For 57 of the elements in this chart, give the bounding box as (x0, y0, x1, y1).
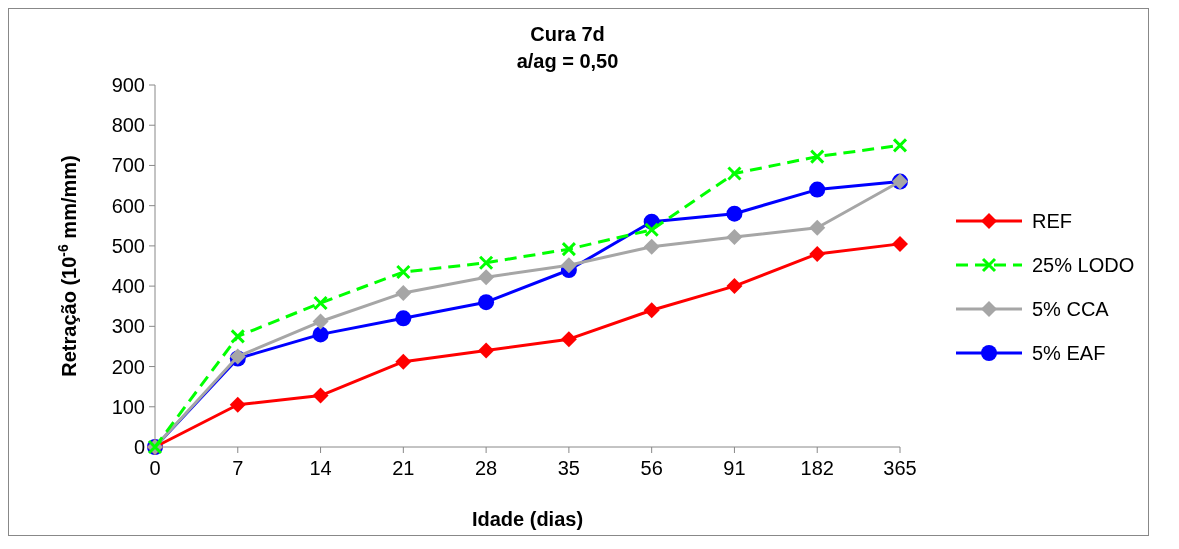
x-tick-label: 35 (557, 457, 581, 479)
y-tick-label: 500 (111, 234, 145, 257)
y-tick-label: 300 (111, 315, 145, 338)
y-tick-label: 0 (133, 436, 145, 458)
x-tick-label: 14 (309, 457, 332, 479)
y-tick-label: 400 (111, 275, 145, 298)
x-tick-label: 182 (800, 457, 834, 479)
point (312, 387, 329, 404)
point (809, 149, 825, 165)
point (892, 235, 908, 252)
point (644, 222, 660, 238)
point (726, 205, 743, 222)
y-tick-label: 900 (111, 74, 145, 96)
point (892, 137, 908, 153)
point (395, 310, 412, 327)
point (643, 238, 660, 255)
point (395, 264, 411, 280)
x-tick-label: 91 (723, 457, 746, 479)
point (478, 294, 495, 311)
point (478, 269, 495, 286)
y-tick-label: 600 (111, 194, 145, 217)
point (809, 219, 826, 236)
point (313, 295, 329, 311)
point (229, 396, 246, 413)
point (643, 302, 660, 319)
point (560, 257, 577, 274)
y-tick-label: 200 (111, 355, 145, 378)
x-tick-label: 28 (474, 457, 498, 479)
point (230, 328, 246, 344)
x-tick-label: 0 (149, 457, 161, 479)
y-tick-label: 800 (111, 114, 145, 137)
x-tick-label: 7 (232, 457, 244, 479)
point (561, 241, 577, 257)
legend-label: 25% LODO (1032, 254, 1135, 276)
legend-label: 5% CCA (1032, 298, 1110, 320)
point (312, 313, 329, 330)
point (809, 245, 826, 262)
x-tick-label: 365 (883, 457, 917, 479)
point (809, 181, 826, 198)
point (478, 255, 494, 271)
point (395, 353, 412, 370)
point (726, 229, 743, 246)
y-tick-label: 100 (111, 395, 145, 418)
point (560, 331, 577, 348)
chart-subtitle: a/ag = 0,50 (516, 50, 619, 72)
point (726, 278, 743, 295)
legend-label: 5% EAF (1032, 342, 1106, 364)
point (478, 342, 495, 359)
x-axis-title: Idade (dias) (471, 508, 584, 530)
point (312, 326, 329, 343)
y-tick-label: 700 (111, 154, 145, 177)
x-tick-label: 21 (392, 457, 415, 479)
point (726, 165, 742, 181)
chart-title: Cura 7d (530, 23, 605, 45)
point (395, 284, 412, 301)
legend-label: REF (1032, 210, 1072, 232)
x-tick-label: 56 (640, 457, 663, 479)
